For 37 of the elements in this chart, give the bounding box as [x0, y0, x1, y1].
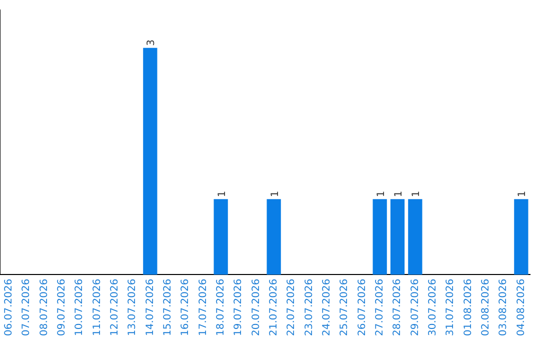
x-tick-label: 06.07.2026 [3, 278, 14, 336]
x-tick-label: 15.07.2026 [162, 278, 174, 336]
data-label: 1 [216, 190, 228, 198]
x-tick-label: 24.07.2026 [321, 278, 332, 336]
x-tick-label: 30.07.2026 [427, 278, 438, 336]
data-label: 1 [394, 190, 404, 198]
x-tick-label: 23.07.2026 [304, 278, 315, 336]
data-label: 1 [411, 190, 422, 198]
x-tick-label: 18.07.2026 [215, 278, 226, 336]
x-tick-label: 11.07.2026 [92, 278, 103, 336]
x-tick-label: 09.07.2026 [56, 278, 68, 336]
x-tick-label: 21.07.2026 [268, 278, 280, 336]
x-tick-label: 17.07.2026 [198, 278, 209, 336]
x-tick-label: 02.08.2026 [480, 278, 492, 336]
x-tick-label: 14.07.2026 [144, 278, 156, 336]
data-label: 1 [517, 190, 528, 198]
x-tick-label: 22.07.2026 [286, 278, 298, 336]
x-tick-label: 03.08.2026 [498, 278, 510, 336]
data-label: 1 [376, 190, 387, 198]
x-tick-label: 08.07.2026 [38, 278, 50, 336]
x-tick-label: 04.08.2026 [516, 278, 527, 336]
x-tick-label: 27.07.2026 [374, 278, 386, 336]
x-tick-label: 01.08.2026 [462, 278, 474, 336]
x-tick-label: 16.07.2026 [180, 278, 192, 336]
x-tick-label: 20.07.2026 [250, 278, 262, 336]
x-tick-label: 26.07.2026 [356, 278, 368, 336]
x-tick-label: 28.07.2026 [392, 278, 404, 336]
x-tick-label: 19.07.2026 [233, 278, 244, 336]
x-tick-label: 13.07.2026 [127, 278, 138, 336]
x-tick-label: 10.07.2026 [74, 278, 86, 336]
data-label: 1 [270, 190, 281, 198]
x-tick-label: 31.07.2026 [445, 278, 456, 336]
x-tick-label: 07.07.2026 [21, 278, 32, 336]
x-tick-label: 29.07.2026 [410, 278, 421, 336]
x-tick-label: 12.07.2026 [109, 278, 120, 336]
data-label: 3 [146, 39, 158, 46]
x-tick-label: 25.07.2026 [339, 278, 350, 336]
